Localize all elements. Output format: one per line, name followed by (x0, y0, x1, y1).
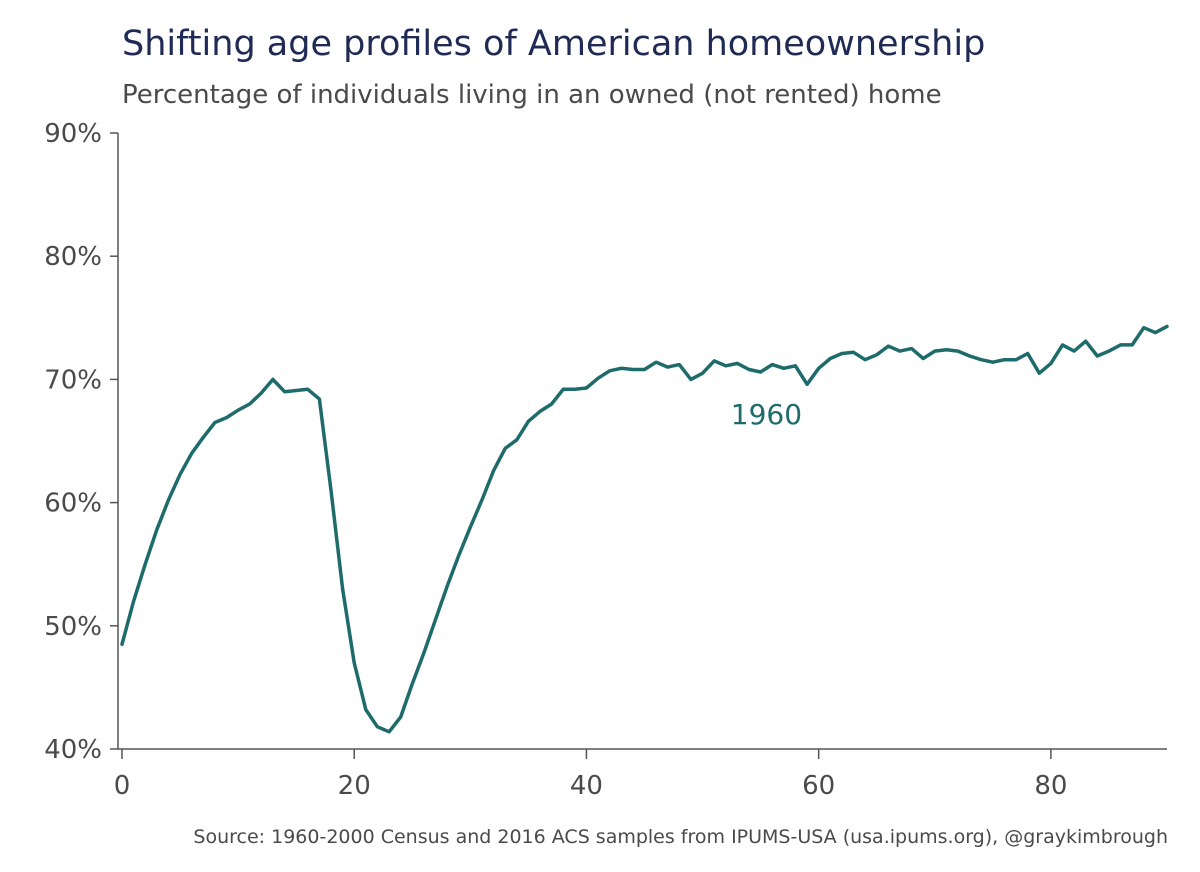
series-label: 1960 (731, 398, 802, 431)
y-tick-label: 70% (44, 365, 102, 395)
x-tick-label: 60 (802, 771, 835, 801)
x-tick-label: 80 (1034, 771, 1067, 801)
y-axis-ticks: 40% 50% 60% 70% 80% 90% (44, 119, 118, 765)
axes (117, 133, 1167, 750)
x-axis-ticks: 0 20 40 60 80 (114, 749, 1067, 801)
x-tick-label: 0 (114, 771, 131, 801)
annotations: 1960 (731, 398, 802, 431)
series-line-1960 (120, 324, 1169, 734)
y-tick-label: 60% (44, 489, 102, 519)
chart-title: Shifting age profiles of American homeow… (122, 24, 986, 64)
source-note: Source: 1960-2000 Census and 2016 ACS sa… (193, 826, 1168, 848)
series-group (120, 324, 1169, 734)
x-tick-label: 40 (570, 771, 603, 801)
chart-subtitle: Percentage of individuals living in an o… (122, 80, 942, 110)
y-tick-label: 90% (44, 119, 102, 149)
x-tick-label: 20 (338, 771, 371, 801)
y-tick-label: 40% (44, 735, 102, 765)
y-tick-label: 80% (44, 242, 102, 272)
y-tick-label: 50% (44, 612, 102, 642)
